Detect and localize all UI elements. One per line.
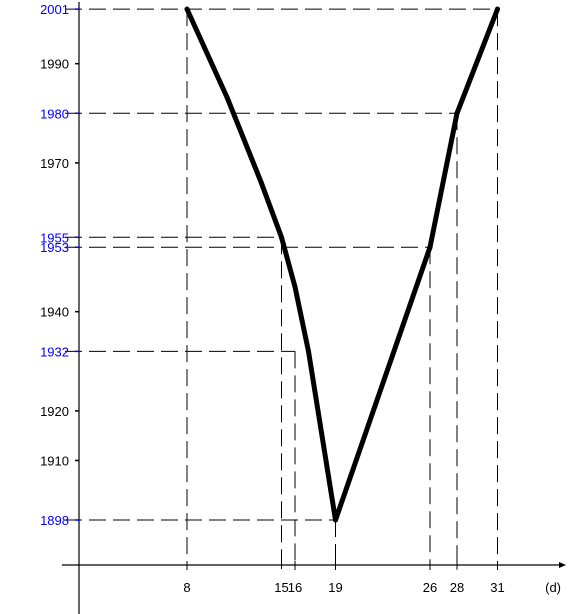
data-point-1 (225, 95, 230, 101)
y-tick-label-1910: 1910 (40, 453, 69, 468)
x-tick-label-28: 28 (450, 580, 464, 595)
x-axis-label: (d) (545, 580, 561, 595)
y-tick-label-2001: 2001 (40, 2, 69, 17)
y-tick-label-1980: 1980 (40, 106, 69, 121)
series-group (184, 6, 500, 523)
x-tick-label-15: 15 (274, 580, 288, 595)
data-point-7 (427, 244, 433, 250)
x-axis-ticks: 8 15 16 19 26 28 31 (183, 561, 505, 595)
x-tick-label-8: 8 (183, 580, 190, 595)
guide-lines (65, 8, 498, 570)
y-tick-label-1898: 1898 (40, 513, 69, 528)
series-line-0 (184, 6, 500, 523)
y-tick-label-1953: 1953 (40, 240, 69, 255)
y-tick-label-1970: 1970 (40, 156, 69, 171)
data-point-3 (279, 234, 284, 240)
data-point-2 (258, 180, 264, 186)
y-tick-label-1920: 1920 (40, 404, 69, 419)
y-tick-label-1955: 1955 (40, 230, 69, 245)
x-axis-arrow (559, 562, 566, 568)
data-point-9 (495, 6, 500, 12)
axes (62, 2, 566, 614)
y-tick-label-1932: 1932 (40, 344, 69, 359)
y-tick-label-1990: 1990 (40, 57, 69, 72)
data-point-4 (292, 284, 298, 290)
y-tick-label-1940: 1940 (40, 305, 69, 320)
x-tick-label-26: 26 (423, 580, 437, 595)
data-point-0 (184, 6, 190, 12)
x-tick-label-19: 19 (328, 580, 342, 595)
x-tick-label-16: 16 (288, 580, 302, 595)
data-point-6 (333, 517, 338, 523)
data-point-8 (454, 110, 460, 116)
x-tick-label-31: 31 (490, 580, 504, 595)
data-point-5 (306, 348, 311, 354)
